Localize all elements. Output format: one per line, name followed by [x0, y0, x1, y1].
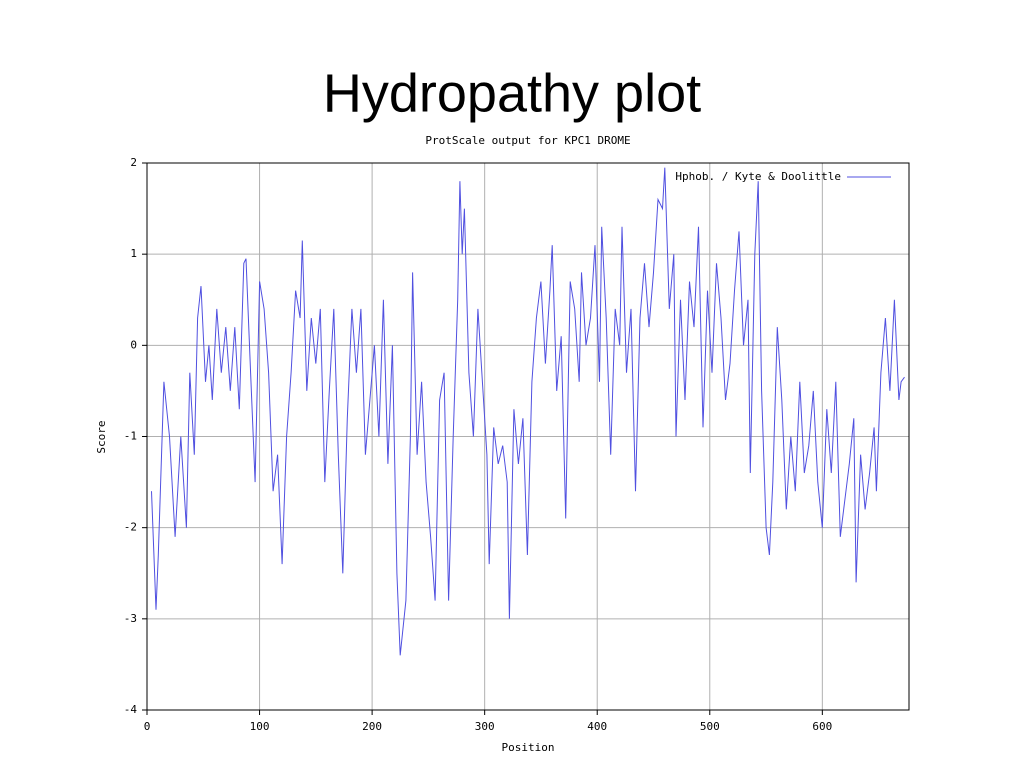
x-tick-label: 300: [475, 720, 495, 733]
x-tick-label: 600: [812, 720, 832, 733]
y-tick-label: -1: [124, 430, 137, 443]
slide-title: Hydropathy plot: [323, 63, 701, 123]
chart-title: ProtScale output for KPC1 DROME: [425, 134, 630, 147]
y-tick-label: -2: [124, 521, 137, 534]
legend-label: Hphob. / Kyte & Doolittle: [675, 170, 841, 183]
y-tick-label: -4: [124, 703, 138, 716]
y-tick-label: 1: [130, 247, 137, 260]
y-tick-label: -3: [124, 612, 137, 625]
x-tick-label: 400: [587, 720, 607, 733]
y-axis-label: Score: [95, 420, 108, 453]
x-axis-label: Position: [502, 741, 555, 754]
y-tick-label: 0: [130, 338, 137, 351]
y-tick-label: 2: [130, 156, 137, 169]
x-tick-label: 500: [700, 720, 720, 733]
plot-frame: [146, 162, 910, 711]
x-tick-label: 200: [362, 720, 382, 733]
x-tick-label: 0: [144, 720, 151, 733]
data-line: [151, 167, 905, 656]
x-tick-label: 100: [250, 720, 270, 733]
